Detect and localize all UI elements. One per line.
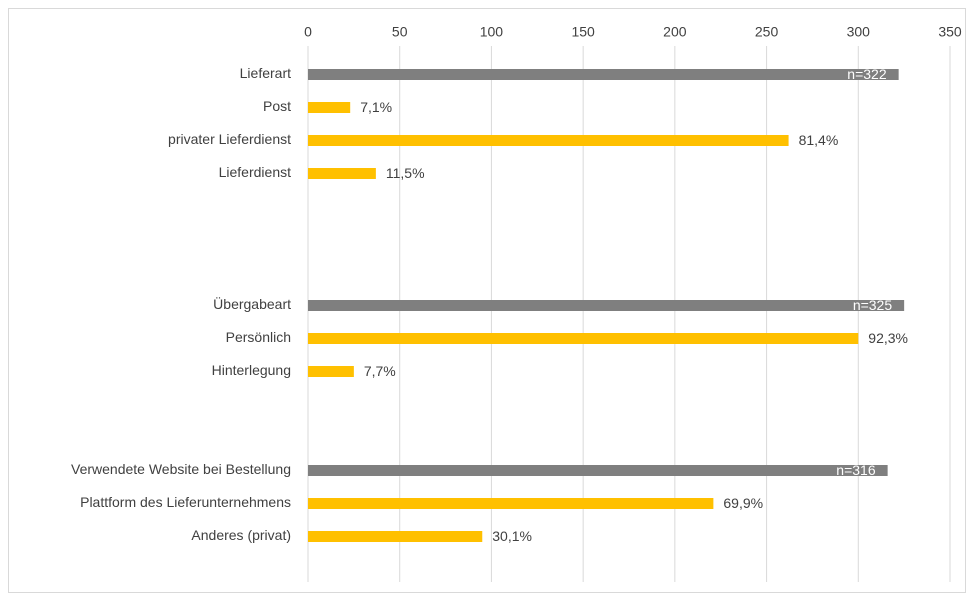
y-tick-label: Anderes (privat) [191, 527, 291, 543]
y-tick-label: Hinterlegung [212, 362, 291, 378]
bar [308, 102, 351, 113]
bar [308, 465, 888, 476]
y-tick-label: Post [263, 98, 291, 114]
y-tick-label: Plattform des Lieferunternehmens [80, 494, 291, 510]
data-label: 81,4% [799, 132, 839, 148]
bar [308, 498, 714, 509]
data-label: 11,5% [386, 165, 425, 181]
bar [308, 69, 899, 80]
y-tick-label: privater Lieferdienst [168, 131, 291, 147]
data-label: 7,7% [364, 363, 396, 379]
data-label: n=325 [853, 297, 893, 313]
y-tick-label: Übergabeart [213, 295, 291, 312]
x-tick-label: 50 [392, 24, 408, 40]
data-label: 69,9% [723, 495, 763, 511]
data-label: 30,1% [492, 528, 532, 544]
data-label: n=322 [847, 66, 887, 82]
bar [308, 366, 354, 377]
x-tick-label: 150 [571, 24, 595, 40]
x-tick-label: 100 [480, 24, 504, 40]
y-tick-label: Lieferart [240, 65, 291, 81]
bar [308, 333, 859, 344]
x-tick-label: 250 [755, 24, 779, 40]
x-tick-label: 200 [663, 24, 687, 40]
x-tick-label: 300 [847, 24, 871, 40]
x-tick-label: 0 [304, 24, 312, 40]
x-tick-label: 350 [938, 24, 962, 40]
bar [308, 135, 789, 146]
bar [308, 168, 376, 179]
data-label: 7,1% [360, 99, 392, 115]
data-label: n=316 [836, 462, 876, 478]
bar [308, 531, 483, 542]
y-tick-label: Verwendete Website bei Bestellung [71, 461, 291, 477]
bar [308, 300, 905, 311]
y-tick-label: Lieferdienst [219, 164, 291, 180]
data-label: 92,3% [868, 330, 908, 346]
y-tick-label: Persönlich [226, 329, 291, 345]
